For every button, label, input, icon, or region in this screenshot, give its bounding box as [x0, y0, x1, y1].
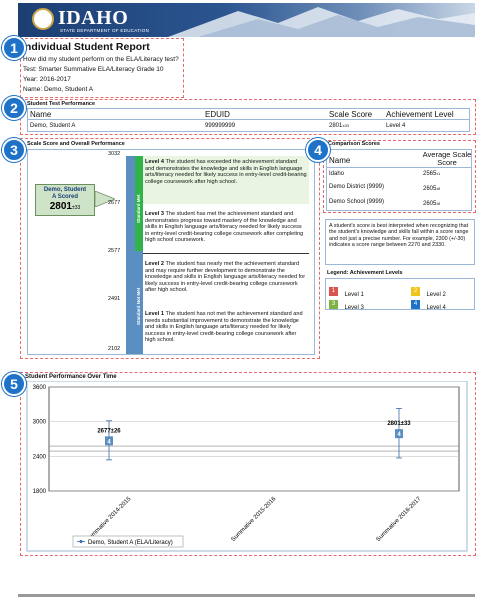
row-score: 2801±33 — [329, 123, 350, 129]
chart-title: Student Performance Over Time — [25, 374, 117, 380]
chart-legend-label: Demo, Student A (ELA/Literacy) — [88, 540, 173, 546]
test-performance-title: Student Test Performance — [27, 101, 96, 107]
name-line: Name: Demo, Student A — [23, 86, 93, 93]
legend-item: 1 Level 1 — [329, 283, 364, 301]
badge-2: 2 — [2, 96, 26, 120]
legend-item: 3 Level 3 — [329, 296, 364, 314]
legend-item: 4 Level 4 — [411, 296, 446, 314]
report-question: How did my student perform on the ELA/Li… — [23, 56, 179, 63]
legend: Legend: Achievement Levels 1 Level 1 2 L… — [325, 270, 475, 311]
performance-over-time-section: Student Performance Over Time 3600 3000 24… — [20, 372, 476, 556]
student-score-box: Demo, Student A Scored 2801±33 — [35, 184, 95, 216]
tick-label: 2491 — [108, 296, 121, 302]
comparison-section: Comparison Scores Name Average Scale Sco… — [323, 140, 476, 213]
comparison-row-score: 2605±8 — [423, 201, 441, 207]
comparison-row-name: Idaho — [329, 171, 345, 177]
data-point-level: 4 — [107, 439, 111, 445]
col-achievement: Achievement Level — [386, 110, 454, 119]
badge-3: 3 — [2, 138, 26, 162]
legend-title: Legend: Achievement Levels — [327, 270, 403, 276]
test-performance-section: Student Test Performance Name EDUID Scal… — [20, 99, 476, 135]
scale-score-section: Scale Score and Overall Performance Demo… — [20, 138, 320, 359]
chart-legend — [72, 535, 184, 548]
mountain-graphic — [168, 7, 475, 37]
footer-divider — [18, 594, 475, 597]
level-4-description: Level 4 The student has exceeded the ach… — [143, 156, 309, 204]
test-performance-table: Name EDUID Scale Score Achievement Level… — [27, 108, 470, 132]
note-text: A student's score is best interpreted wh… — [329, 223, 469, 249]
legend-item: 2 Level 2 — [411, 283, 446, 301]
level-3-description: Level 3 The student has met the achievem… — [143, 209, 309, 254]
logo-subtext: STATE DEPARTMENT OF EDUCATION — [60, 28, 150, 33]
comparison-row-score: 2565±1 — [423, 171, 441, 177]
report-title: Individual Student Report — [22, 41, 150, 53]
y-tick-label: 3600 — [33, 385, 47, 391]
standard-met-label: Standard Met — [136, 194, 141, 224]
green-scale-bar — [135, 156, 143, 251]
tick-label: 2102 — [108, 346, 121, 352]
name-value: Demo, Student A — [43, 86, 94, 93]
y-tick-label: 1800 — [33, 489, 47, 495]
score-pointer — [95, 191, 115, 207]
score-interpretation-note: A student's score is best interpreted wh… — [325, 219, 475, 265]
data-point-level: 4 — [397, 432, 401, 438]
badge-4: 4 — [306, 138, 330, 162]
level-2-description: Level 2 The student has nearly met the a… — [145, 261, 306, 294]
col-scale-score: Scale Score — [329, 110, 373, 119]
header-banner: IDAHO STATE DEPARTMENT OF EDUCATION — [18, 3, 475, 37]
col-name: Name — [30, 110, 52, 119]
badge-1: 1 — [2, 36, 26, 60]
badge-5: 5 — [2, 372, 26, 396]
year-label: Year: — [23, 76, 38, 83]
tick-label: 3032 — [108, 151, 121, 157]
tick-label: 2677 — [108, 200, 121, 206]
year-value: 2016-2017 — [39, 76, 71, 83]
x-tick-label: Summative 2016-2017 — [375, 496, 422, 543]
report-info-section: Individual Student Report How did my stu… — [20, 38, 184, 98]
test-label: Test: — [23, 66, 37, 73]
blue-scale-bar — [126, 156, 135, 354]
student-score-label: Demo, Student A Scored — [43, 187, 87, 200]
comparison-col-score: Average Scale Score — [422, 150, 472, 167]
y-tick-label: 2400 — [33, 454, 47, 460]
scale-frame — [27, 149, 315, 355]
col-eduid: EDUID — [205, 110, 230, 119]
test-value: Smarter Summative ELA/Literacy Grade 10 — [38, 66, 164, 73]
row-level: Level 4 — [386, 123, 406, 129]
x-tick-label: Summative 2015-2016 — [230, 496, 277, 543]
student-score-value: 2801±33 — [49, 201, 81, 212]
comparison-row-score: 2605±8 — [423, 186, 441, 192]
comparison-col-name: Name — [329, 156, 351, 165]
chart-frame — [26, 381, 468, 552]
comparison-title: Comparison Scores — [328, 141, 380, 147]
standard-not-met-label: Standard Not Met — [136, 287, 141, 325]
y-tick-label: 3000 — [33, 420, 47, 426]
row-eduid: 999999999 — [205, 123, 236, 129]
seal-icon — [32, 8, 54, 30]
row-name: Demo, Student A — [30, 123, 76, 129]
scale-section-title: Scale Score and Overall Performance — [27, 141, 125, 147]
level-1-description: Level 1 The student has not met the achi… — [145, 311, 303, 344]
year-line: Year: 2016-2017 — [23, 76, 71, 83]
data-label: 2801±33 — [387, 421, 411, 427]
data-point — [395, 429, 403, 439]
logo-text: IDAHO — [58, 7, 129, 29]
data-point — [105, 436, 113, 446]
comparison-row-name: Demo School (9999) — [329, 199, 385, 205]
test-line: Test: Smarter Summative ELA/Literacy Gra… — [23, 66, 164, 73]
data-label: 2677±26 — [97, 428, 121, 434]
tick-label: 2577 — [108, 248, 121, 254]
chart-legend-marker — [79, 540, 83, 543]
name-label: Name: — [23, 86, 43, 93]
comparison-table: Name Average Scale Score Idaho 2565±1 De… — [326, 149, 472, 211]
blue-scale-bar-lower — [135, 251, 143, 354]
comparison-row-name: Demo District (9999) — [329, 184, 385, 190]
